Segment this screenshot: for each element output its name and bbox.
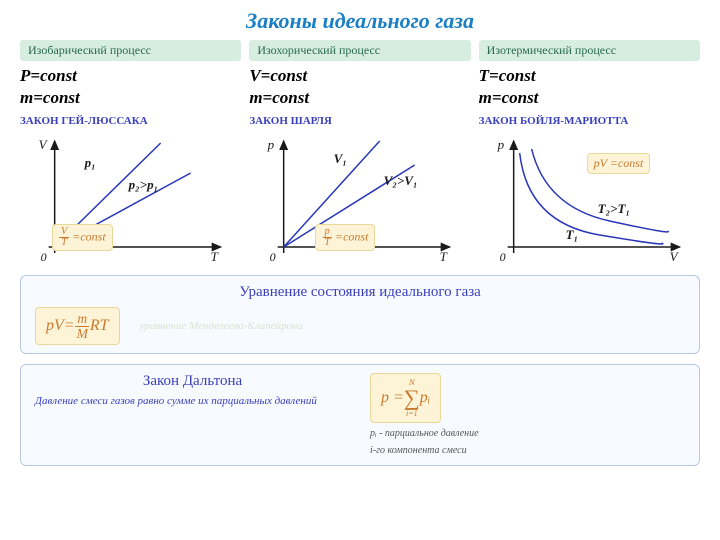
graph-0: V T 0 p₁ p₂>p₁ VT =const	[20, 135, 241, 265]
process-const: P=constm=const	[20, 65, 241, 109]
svg-text:p₁: p₁	[84, 155, 96, 170]
svg-text:0: 0	[270, 250, 276, 264]
state-equation-row: pV= mM RT уравнение Менделеева-Клапейрон…	[35, 307, 685, 345]
state-equation-box: Уравнение состояния идеального газа pV= …	[20, 275, 700, 354]
graph-2: p V 0 T₁ T₂>T₁ pV =const	[479, 135, 700, 265]
dalton-desc: Давление смеси газов равно сумме их парц…	[35, 394, 350, 408]
main-title: Законы идеального газа	[20, 8, 700, 34]
process-col-2: Изотермический процесс T=constm=const ЗАКО…	[479, 40, 700, 131]
state-equation-formula: pV= mM RT	[35, 307, 120, 345]
ratio-badge: pT =const	[315, 224, 375, 251]
svg-text:V₂>V₁: V₂>V₁	[384, 173, 418, 188]
svg-text:T: T	[211, 249, 219, 264]
ratio-badge: VT =const	[52, 224, 113, 251]
state-equation-title: Уравнение состояния идеального газа	[35, 284, 685, 301]
process-col-1: Изохорический процесс V=constm=const ЗАКОН…	[249, 40, 470, 131]
dalton-box: Закон Дальтона Давление смеси газов равн…	[20, 364, 700, 465]
law-name: ЗАКОН ГЕЙ-ЛЮССАКА	[20, 115, 241, 127]
svg-text:T₂>T₁: T₂>T₁	[597, 201, 629, 216]
state-equation-note: уравнение Менделеева-Клапейрона	[140, 320, 303, 332]
svg-text:p₂>p₁: p₂>p₁	[128, 177, 158, 192]
process-col-0: Изобарический процесс P=constm=const ЗАКОН…	[20, 40, 241, 131]
graphs-row: VT0p₁p₂>p₁VT =constpT0V₁V₂>V₁pT =constpV…	[20, 135, 700, 265]
process-const: V=constm=const	[249, 65, 470, 109]
svg-text:p: p	[496, 137, 504, 152]
law-name: ЗАКОН ШАРЛЯ	[249, 115, 470, 127]
ratio-badge: pV =const	[587, 153, 651, 174]
svg-text:V: V	[669, 249, 679, 264]
dalton-formula: p = N∑i=1 pᵢ	[370, 373, 441, 422]
svg-text:T₁: T₁	[565, 227, 577, 242]
dalton-title: Закон Дальтона	[35, 373, 350, 390]
svg-text:V: V	[39, 137, 49, 152]
process-const: T=constm=const	[479, 65, 700, 109]
process-label: Изобарический процесс	[20, 40, 241, 61]
svg-text:V₁: V₁	[334, 151, 347, 166]
dalton-note2: i-го компонента смеси	[370, 444, 685, 457]
law-name: ЗАКОН БОЙЛЯ-МАРИОТТА	[479, 115, 700, 127]
graph-1: p T 0 V₁ V₂>V₁ pT =const	[249, 135, 470, 265]
process-label: Изохорический процесс	[249, 40, 470, 61]
svg-text:p: p	[267, 137, 275, 152]
svg-text:0: 0	[41, 250, 47, 264]
svg-text:T: T	[440, 249, 448, 264]
svg-text:0: 0	[499, 250, 505, 264]
processes-row: Изобарический процесс P=constm=const ЗАКОН…	[20, 40, 700, 131]
dalton-note1: pᵢ - парциальное давление	[370, 427, 685, 440]
process-label: Изотермический процесс	[479, 40, 700, 61]
